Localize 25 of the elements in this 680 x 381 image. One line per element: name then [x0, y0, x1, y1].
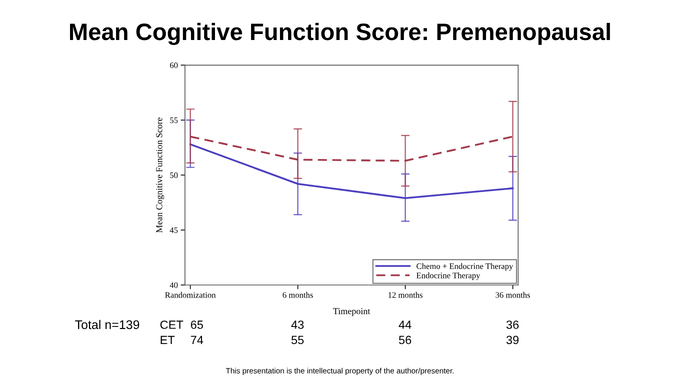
chart-title: Mean Cognitive Function Score: Premenopausal: [70, 22, 610, 46]
text: CET: [160, 320, 184, 329]
x-tick-label: 12 months: [388, 292, 422, 298]
y-tick-label: 60: [170, 62, 178, 68]
y-tick-label: 40: [170, 282, 178, 288]
text: 39: [506, 336, 519, 344]
text: Total n=139: [75, 320, 140, 330]
text: 44: [398, 320, 412, 329]
text: 74: [190, 336, 204, 344]
text: 43: [291, 320, 304, 329]
legend-label: Endocrine Therapy: [416, 272, 480, 280]
x-tick-label: Randomization: [165, 292, 216, 298]
x-axis-title: Timepoint: [333, 308, 370, 316]
text: 36: [506, 320, 519, 329]
legend-label: Chemo + Endocrine Therapy: [416, 263, 514, 271]
x-tick-label: 36 months: [496, 292, 530, 298]
text: 65: [190, 320, 203, 329]
y-axis-title: Mean Cognitive Function Score: [156, 118, 164, 233]
text: ET: [160, 336, 175, 344]
y-tick-label: 45: [170, 227, 178, 233]
x-tick-label: 6 months: [282, 292, 313, 298]
y-tick-label: 55: [170, 118, 178, 124]
text: 56: [398, 336, 412, 344]
y-tick-label: 50: [170, 172, 178, 178]
text: 55: [291, 336, 304, 344]
